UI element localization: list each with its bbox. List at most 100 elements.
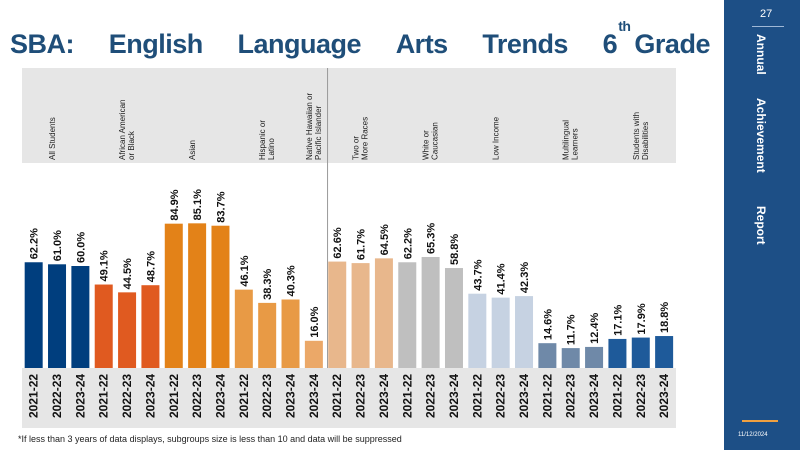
- title-word: Trends: [482, 29, 568, 59]
- title-grade: 6thGrade: [602, 18, 711, 60]
- title-word: Arts: [395, 29, 449, 59]
- subgroup-header-line: Latino: [267, 138, 276, 160]
- header-band: [22, 68, 676, 163]
- subgroup-header-label: Asian: [188, 140, 197, 160]
- year-tick-label: 2021-22: [470, 374, 484, 418]
- bar: [71, 266, 90, 368]
- subgroup-header-line: Students with: [632, 112, 641, 160]
- year-tick-label: 2023-24: [307, 374, 321, 418]
- bar: [258, 302, 277, 368]
- bar: [655, 336, 674, 368]
- subgroup-header-line: Hispanic or: [258, 120, 267, 160]
- year-tick-label: 2023-24: [587, 374, 601, 418]
- bar: [608, 338, 627, 368]
- bar-data-label: 61.7%: [356, 229, 368, 260]
- bar-data-label: 16.0%: [309, 306, 321, 337]
- subgroup-header-line: White or: [422, 130, 431, 160]
- year-tick-label: 2023-24: [447, 374, 461, 418]
- subgroup-header-label: All Students: [48, 117, 57, 160]
- bar: [491, 297, 510, 368]
- year-tick-label: 2022-23: [260, 374, 274, 418]
- title-word: English: [108, 29, 204, 59]
- sidebar-word-achievement: Achievement: [754, 98, 768, 173]
- page-number: 27: [760, 8, 773, 20]
- year-tick-label: 2022-23: [120, 374, 134, 418]
- subgroup-header-line: Learners: [571, 128, 580, 160]
- year-tick-label: 2023-24: [284, 374, 298, 418]
- bar-data-label: 17.9%: [636, 303, 648, 334]
- bar-data-label: 40.3%: [286, 265, 298, 296]
- bar: [631, 337, 650, 368]
- bar-data-label: 62.6%: [332, 227, 344, 258]
- year-tick-label: 2021-22: [27, 374, 41, 418]
- bar-data-label: 84.9%: [169, 189, 181, 220]
- bar: [328, 261, 347, 368]
- bar-data-label: 12.4%: [589, 313, 601, 344]
- bar: [351, 263, 370, 368]
- bar-data-label: 18.8%: [659, 302, 671, 333]
- year-tick-label: 2023-24: [73, 374, 87, 418]
- subgroup-header-line: Disabilities: [641, 122, 650, 160]
- bar-data-label: 46.1%: [239, 255, 251, 286]
- sidebar-date: 11/12/2024: [738, 432, 768, 438]
- year-tick-label: 2021-22: [97, 374, 111, 418]
- bar-data-label: 58.8%: [449, 234, 461, 265]
- bar: [94, 284, 113, 368]
- title-grade-word: Grade: [634, 29, 710, 59]
- bar: [561, 348, 580, 368]
- bar: [234, 289, 253, 368]
- bar: [398, 262, 417, 368]
- sidebar-word-annual: Annual: [754, 34, 768, 75]
- subgroup-header-label: Hispanic orLatino: [258, 120, 276, 160]
- year-tick-label: 2023-24: [377, 374, 391, 418]
- bar-data-label: 17.1%: [612, 305, 624, 336]
- bar: [468, 293, 487, 368]
- bar-data-label: 41.4%: [496, 263, 508, 294]
- year-tick-label: 2021-22: [237, 374, 251, 418]
- bar: [421, 256, 440, 368]
- subgroup-header-label: White orCaucasian: [422, 122, 440, 160]
- bar: [188, 223, 207, 368]
- bar: [164, 223, 183, 368]
- subgroup-header-line: African American: [118, 100, 127, 160]
- bar: [281, 299, 300, 368]
- footnote: *If less than 3 years of data displays, …: [18, 434, 402, 444]
- accent-line: [742, 420, 778, 422]
- bar: [141, 285, 160, 368]
- bar: [374, 258, 393, 368]
- subgroup-header-line: Low Income: [492, 116, 501, 160]
- page-number-rule: [752, 26, 784, 27]
- page-title: SBA: English Language Arts Trends 6thGra…: [10, 18, 711, 60]
- bar: [515, 296, 534, 368]
- title-word: SBA:: [10, 29, 75, 59]
- subgroup-header-line: Asian: [188, 140, 197, 160]
- title-grade-suffix: th: [618, 18, 631, 34]
- bar-data-label: 43.7%: [472, 259, 484, 290]
- year-tick-label: 2022-23: [564, 374, 578, 418]
- subgroup-header-line: Multilingual: [562, 120, 571, 160]
- bar: [585, 346, 604, 368]
- subgroup-header-label: Native Hawaiian orPacific Islander: [305, 93, 323, 160]
- bar-data-label: 61.0%: [52, 230, 64, 261]
- year-tick-label: 2021-22: [330, 374, 344, 418]
- year-band: [22, 368, 676, 428]
- bar: [304, 340, 323, 368]
- bar-data-label: 83.7%: [215, 191, 227, 222]
- year-tick-label: 2023-24: [517, 374, 531, 418]
- subgroup-header-line: Two or: [352, 136, 361, 160]
- subgroup-header-label: Students withDisabilities: [632, 112, 650, 160]
- bar: [48, 264, 67, 368]
- bar-data-label: 11.7%: [566, 314, 578, 345]
- bar-data-label: 49.1%: [99, 250, 111, 281]
- sidebar-word-report: Report: [754, 206, 768, 245]
- bar-data-label: 44.5%: [122, 258, 134, 289]
- title-grade-number: 6: [602, 29, 618, 59]
- year-tick-label: 2022-23: [424, 374, 438, 418]
- year-tick-label: 2023-24: [143, 374, 157, 418]
- year-tick-label: 2022-23: [354, 374, 368, 418]
- bar-data-label: 48.7%: [145, 251, 157, 282]
- bar-data-label: 14.6%: [542, 309, 554, 340]
- bar-data-label: 85.1%: [192, 189, 204, 220]
- title-word: Language: [237, 29, 361, 59]
- year-tick-label: 2022-23: [50, 374, 64, 418]
